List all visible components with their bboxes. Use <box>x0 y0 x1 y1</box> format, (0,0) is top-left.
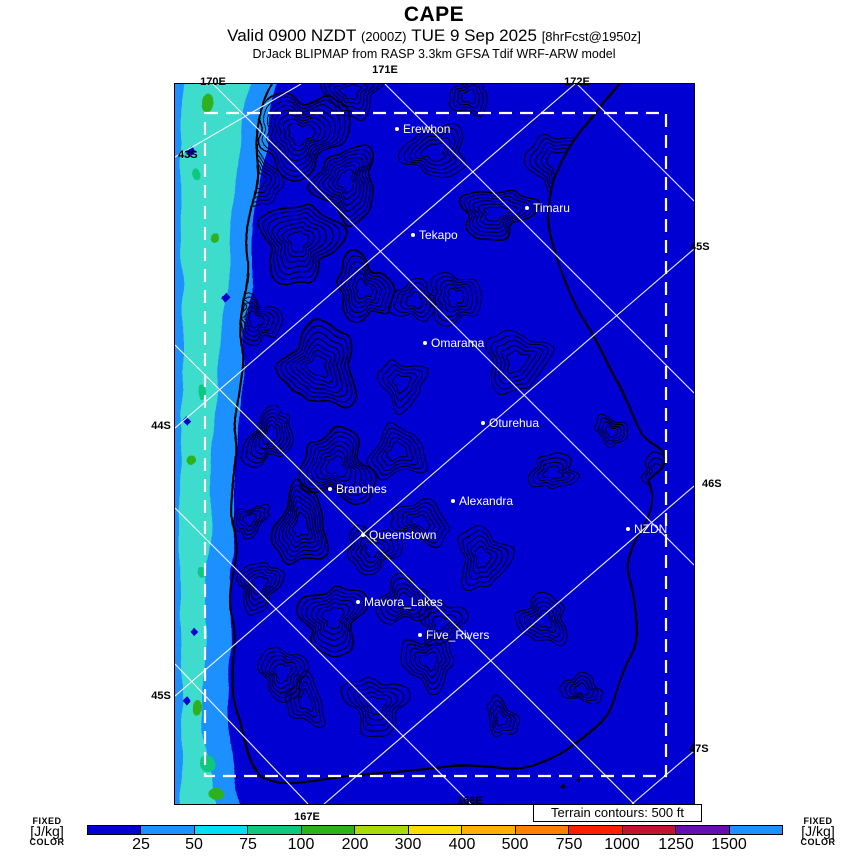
colorbar-segment <box>88 826 142 834</box>
colorbar-tick: 1000 <box>604 836 640 853</box>
colorbar-legend-left: FIXED [J/kg] COLOR <box>16 817 78 847</box>
place-dot <box>418 632 422 637</box>
colorbar-tick: 1500 <box>711 836 747 853</box>
colorbar-tick: 300 <box>394 836 422 853</box>
valid-prefix: Valid 0900 NZDT <box>227 26 357 45</box>
colorbar-tick: 25 <box>132 836 150 853</box>
place-nzdn: NZDN <box>626 521 667 536</box>
west-coast-sea-bands <box>175 84 277 804</box>
colorbar-legend-color: COLOR <box>800 837 836 847</box>
valid-forecast-offset: [8hrFcst@1950z] <box>541 29 641 44</box>
lon-label-167e: 167E <box>294 811 320 823</box>
place-dot <box>423 340 427 345</box>
place-dot <box>395 126 399 131</box>
colorbar-legend-color: COLOR <box>29 837 65 847</box>
map-canvas <box>174 83 695 805</box>
place-dot <box>451 498 455 503</box>
sea-band-green-patches <box>185 94 225 799</box>
model-source-line: DrJack BLIPMAP from RASP 3.3km GFSA Tdif… <box>252 47 616 61</box>
place-dot <box>525 205 529 210</box>
lat-label-47s: 47S <box>689 743 709 755</box>
place-dot <box>356 599 360 604</box>
colorbar-segment <box>676 826 730 834</box>
colorbar-segment <box>194 826 249 834</box>
colorbar-segment <box>408 826 463 834</box>
map-graphics <box>175 84 694 804</box>
place-dot <box>411 232 415 237</box>
lat-lon-grid <box>175 84 694 804</box>
valid-date: TUE 9 Sep 2025 <box>411 26 537 45</box>
place-oturehua: Oturehua <box>481 415 539 430</box>
place-queenstown: Queenstown <box>361 527 436 542</box>
lon-label-171e: 171E <box>372 64 398 76</box>
colorbar-segment <box>729 826 783 834</box>
colorbar-legend-unit: [J/kg] <box>30 823 64 839</box>
colorbar-legend-fixed: FIXED <box>803 816 833 826</box>
colorbar-tick: 75 <box>239 836 257 853</box>
colorbar-segment <box>141 826 195 834</box>
colorbar-segment <box>355 826 409 834</box>
place-tekapo: Tekapo <box>411 227 458 242</box>
lat-label-46s: 46S <box>702 478 722 490</box>
sea-band-edge-sliver <box>175 84 183 804</box>
lat-label-43s: 43S <box>178 149 198 161</box>
colorbar-tick: 1250 <box>658 836 694 853</box>
sea-band-inner <box>175 84 249 804</box>
colorbar-legend-right: FIXED [J/kg] COLOR <box>787 817 849 847</box>
domain-boundary <box>203 111 668 778</box>
place-dot <box>481 420 485 425</box>
place-erewhon: Erewhon <box>395 121 450 136</box>
place-timaru: Timaru <box>525 200 570 215</box>
terrain-contours-note: Terrain contours: 500 ft <box>533 804 702 822</box>
colorbar-segment <box>569 826 623 834</box>
place-dot <box>626 526 630 531</box>
colorbar-segment <box>301 826 356 834</box>
place-mavora-lakes: Mavora_Lakes <box>356 594 443 609</box>
lat-label-45s-right: 45S <box>690 241 710 253</box>
colorbar-segment <box>248 826 302 834</box>
colorbar-segment <box>515 826 570 834</box>
colorbar-legend-unit: [J/kg] <box>801 823 835 839</box>
place-omarama: Omarama <box>423 335 484 350</box>
lon-label-172e: 172E <box>564 76 590 88</box>
lon-label-170e: 170E <box>200 76 226 88</box>
lat-label-45s-left: 45S <box>151 690 171 702</box>
colorbar-tick: 750 <box>555 836 583 853</box>
place-dot <box>361 532 365 537</box>
cape-colorbar <box>87 825 783 835</box>
colorbar-segment <box>462 826 516 834</box>
valid-zulu: (2000Z) <box>360 29 407 44</box>
lon-label-168e: 168E <box>457 795 483 807</box>
place-dot <box>328 486 332 491</box>
place-five-rivers: Five_Rivers <box>418 627 489 642</box>
place-branches: Branches <box>328 481 387 496</box>
coastline <box>228 84 667 791</box>
lat-label-44s: 44S <box>151 420 171 432</box>
valid-time-line: Valid 0900 NZDT (2000Z) TUE 9 Sep 2025 [… <box>227 26 641 46</box>
colorbar-tick: 500 <box>501 836 529 853</box>
page-title: CAPE <box>403 3 465 26</box>
colorbar-tick: 200 <box>341 836 369 853</box>
colorbar-segment <box>622 826 677 834</box>
colorbar-tick: 100 <box>287 836 315 853</box>
colorbar-tick: 400 <box>448 836 476 853</box>
colorbar-tick: 50 <box>185 836 203 853</box>
place-alexandra: Alexandra <box>451 493 513 508</box>
colorbar-legend-fixed: FIXED <box>32 816 62 826</box>
